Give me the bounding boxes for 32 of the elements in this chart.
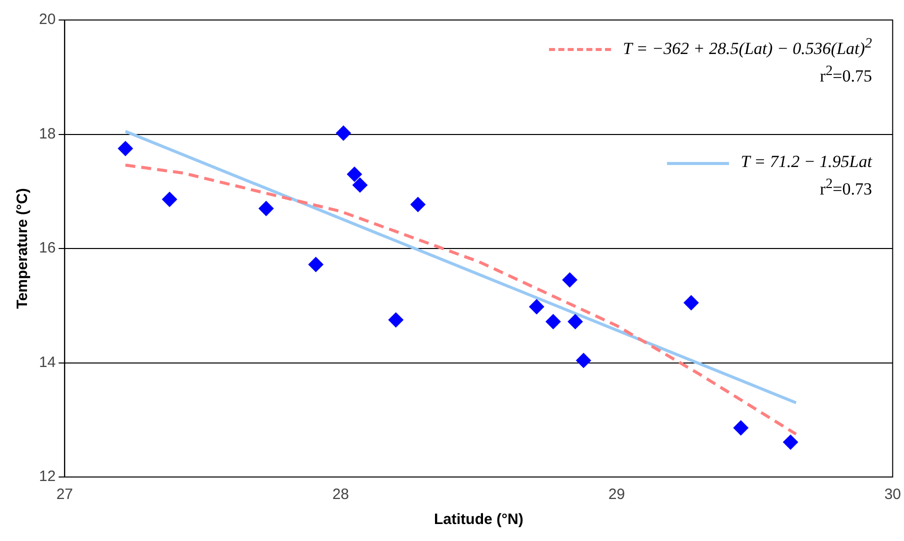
x-tick-label: 28 <box>332 486 350 504</box>
point <box>568 314 583 330</box>
point <box>308 256 324 272</box>
annotation: r$^{2}$=0.73 <box>818 175 872 201</box>
point <box>529 299 544 314</box>
point <box>783 434 798 450</box>
point <box>684 295 699 310</box>
y-axis-title: Temperature (°C) <box>14 188 32 309</box>
y-tick-label: 20 <box>38 11 56 28</box>
point <box>352 178 368 193</box>
point <box>346 166 362 182</box>
point <box>546 314 561 330</box>
point <box>733 420 748 436</box>
point <box>576 352 592 368</box>
point <box>162 192 178 207</box>
legend-label: T = −362 + 28.5(Lat) − 0.536(Lat)$^{2}$ <box>622 35 872 58</box>
y-tick-label: 12 <box>38 468 56 486</box>
point <box>118 141 133 156</box>
y-tick-label: 18 <box>38 125 56 142</box>
annotation: r$^{2}$=0.75 <box>818 62 872 88</box>
point <box>258 201 274 216</box>
point <box>388 312 404 328</box>
point <box>562 272 578 288</box>
x-tick-label: 29 <box>608 486 626 504</box>
x-tick-label: 27 <box>56 486 74 504</box>
x-axis-title: Latitude (°N) <box>434 511 524 528</box>
x-tick-label: 30 <box>884 486 901 504</box>
y-tick-label: 16 <box>38 240 56 257</box>
legend-label: T = 71.2 − 1.95Lat <box>740 152 872 172</box>
point <box>410 197 426 212</box>
point <box>336 126 351 141</box>
y-tick-label: 14 <box>38 354 56 371</box>
